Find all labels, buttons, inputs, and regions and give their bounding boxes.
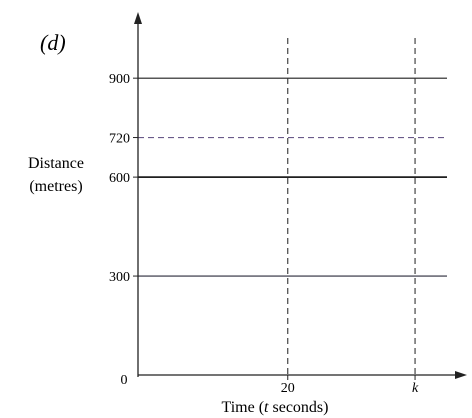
x-ticks: 20 k [281, 375, 419, 396]
y-axis-arrowhead [134, 12, 142, 24]
y-tick-label-300: 300 [109, 270, 130, 285]
x-axis-label: Time (t seconds) [222, 399, 329, 416]
part-label: (d) [40, 30, 66, 55]
vertical-lines [287, 38, 416, 375]
y-axis-label-line-2: (metres) [29, 178, 82, 195]
y-axis-label-line-1: Distance [28, 155, 84, 172]
y-tick-label-600: 600 [109, 171, 130, 186]
horizontal-lines [138, 77, 447, 277]
x-axis-arrowhead [455, 371, 467, 379]
x-tick-label-2: k [412, 381, 419, 396]
y-tick-label-900: 900 [109, 72, 130, 87]
origin-label: 0 [121, 373, 128, 388]
y-tick-label-720: 720 [109, 132, 130, 147]
x-axis-label-variable: t [264, 399, 269, 416]
x-axis-label-suffix: seconds) [269, 399, 329, 416]
x-tick-label-1: 20 [281, 381, 295, 396]
x-axis-label-prefix: Time ( [222, 399, 265, 416]
y-ticks: 300 600 720 900 [109, 72, 138, 285]
axes [134, 12, 467, 379]
